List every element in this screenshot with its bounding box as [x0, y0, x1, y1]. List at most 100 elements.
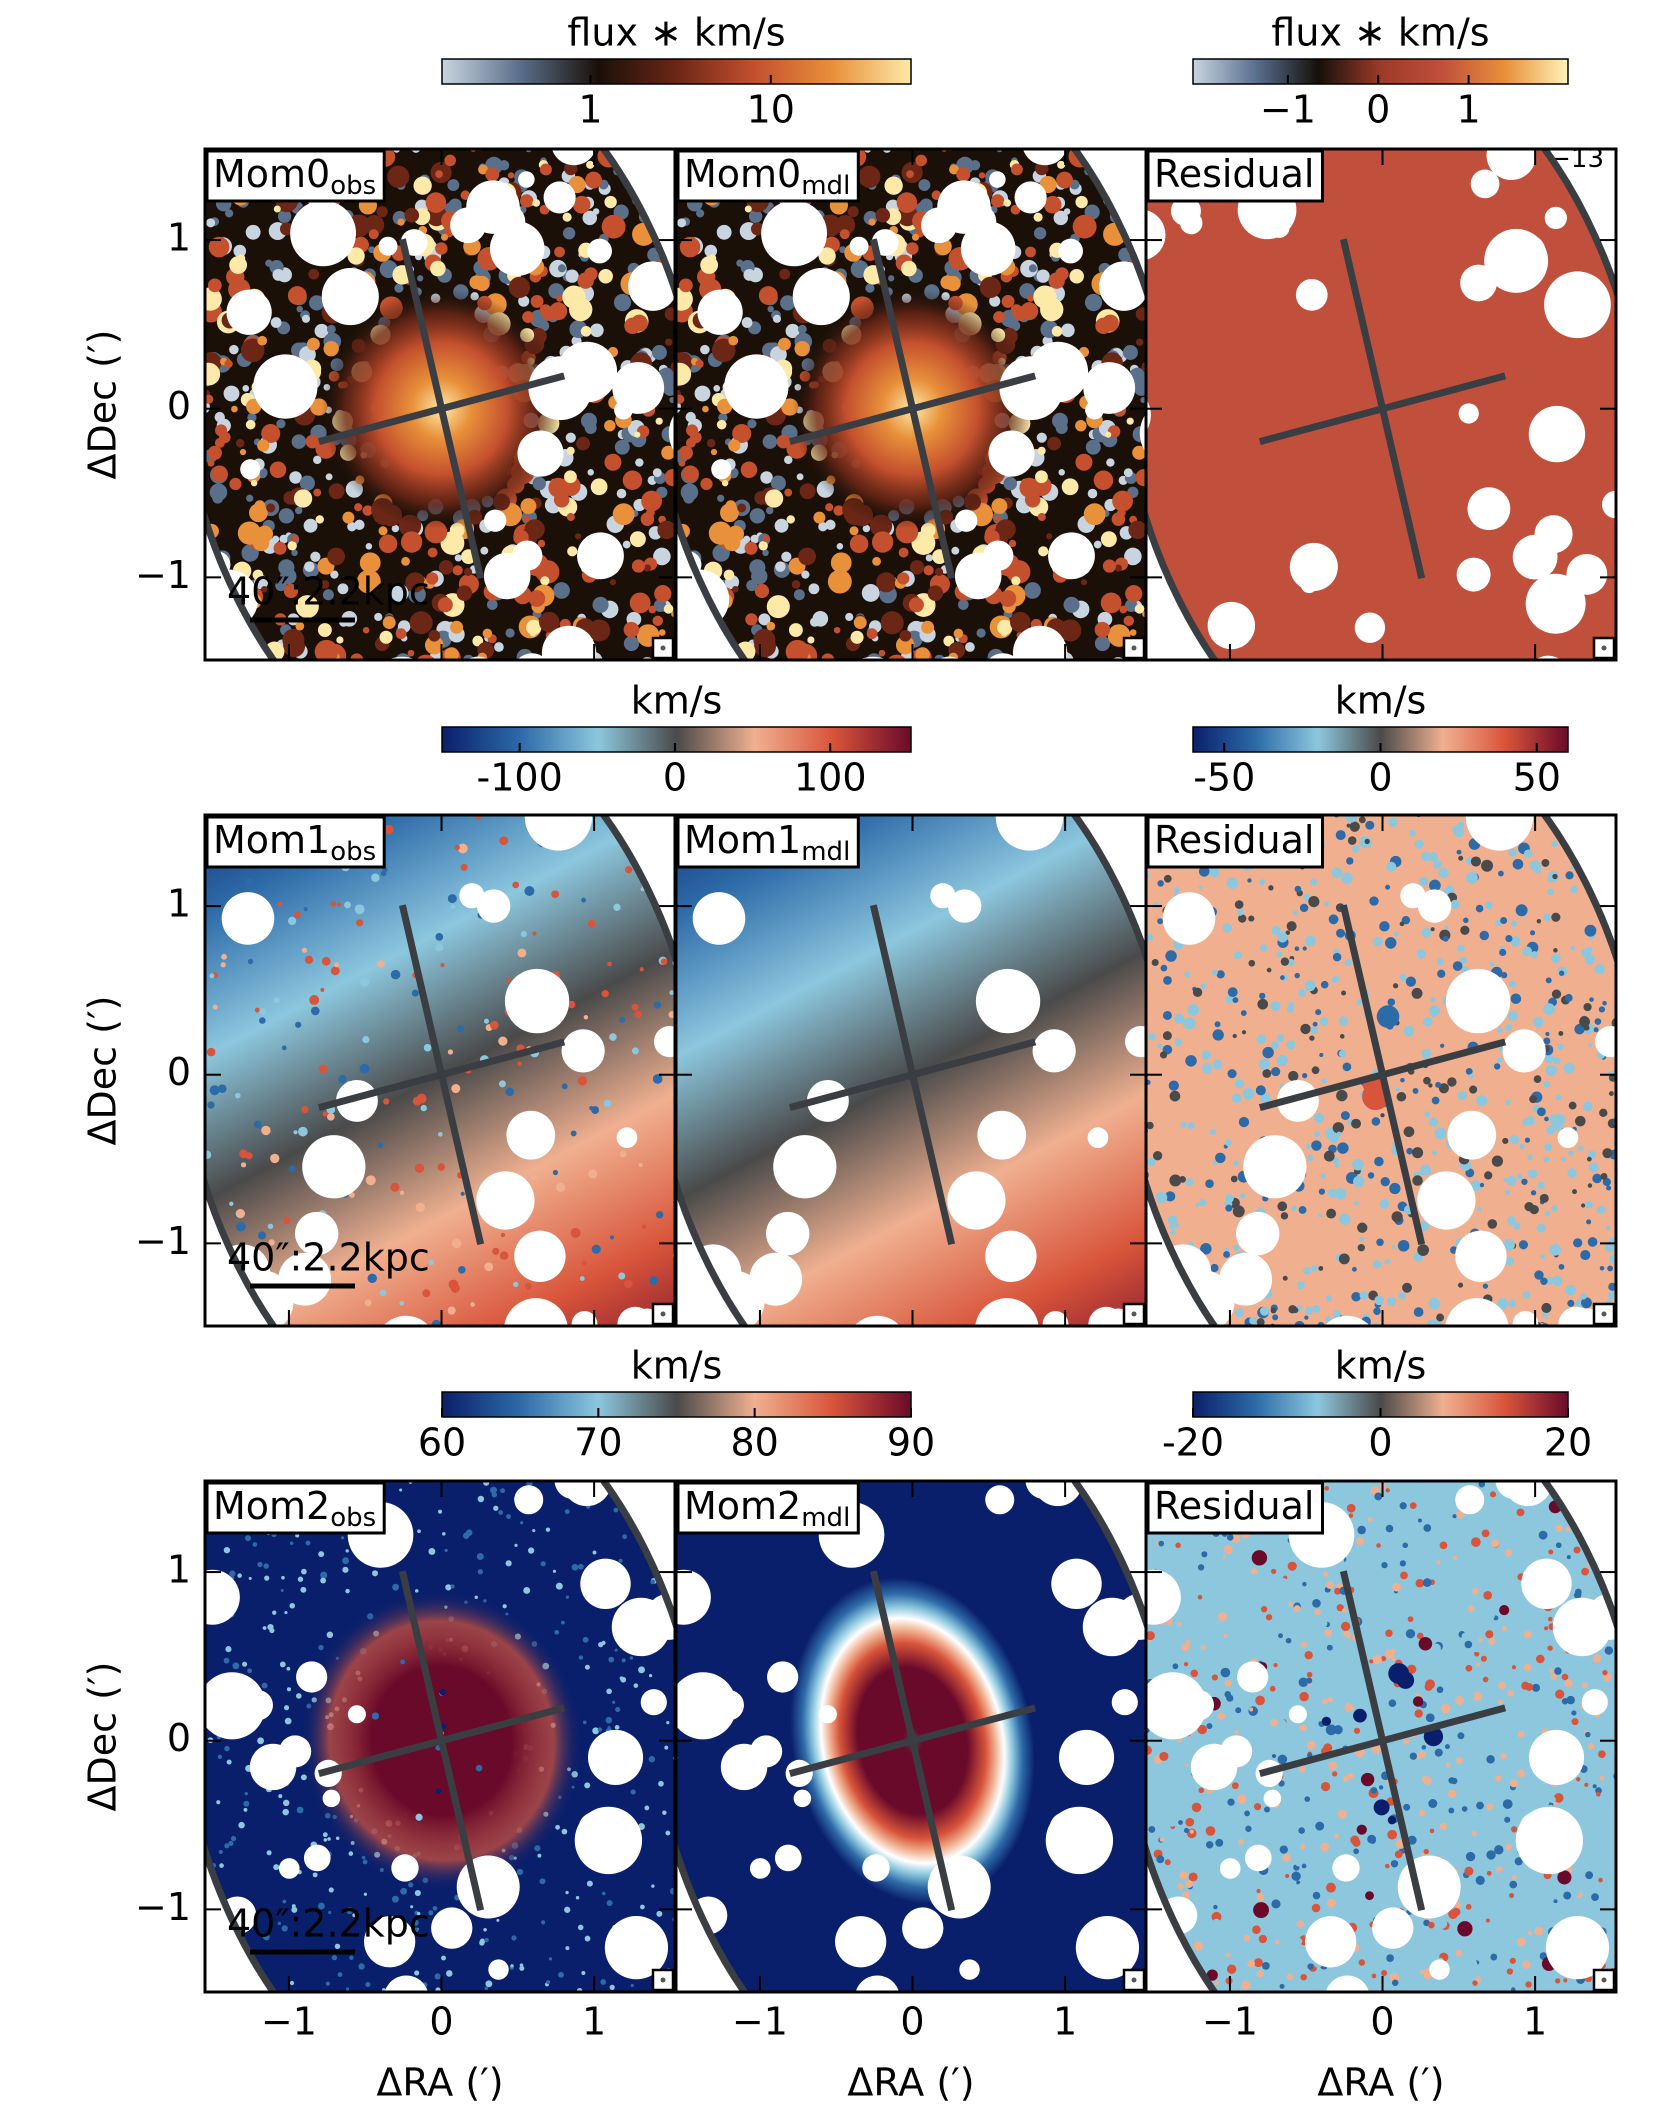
- texture: [321, 47, 335, 61]
- mask-hole: [240, 459, 261, 480]
- texture: [1001, 772, 1012, 783]
- texture: [485, 1439, 491, 1445]
- texture: [589, 711, 596, 718]
- texture: [374, 666, 391, 683]
- texture: [918, 725, 927, 734]
- mask-hole: [503, 1298, 569, 1326]
- texture: [280, 76, 286, 82]
- texture: [607, 691, 617, 701]
- texture: [1534, 1270, 1544, 1280]
- texture: [1062, 67, 1071, 76]
- texture: [911, 73, 923, 85]
- texture: [1305, 935, 1316, 947]
- panel-label-box: [676, 815, 860, 869]
- texture: [1618, 854, 1627, 863]
- texture: [1212, 1029, 1224, 1041]
- texture: [505, 0, 526, 18]
- colorbar-tick-label: −1: [1260, 88, 1316, 132]
- texture: [1571, 774, 1580, 783]
- texture: [245, 224, 261, 240]
- texture: [746, 579, 758, 592]
- texture: [667, 1471, 675, 1479]
- texture: [1001, 669, 1007, 675]
- texture: [259, 76, 267, 84]
- texture: [450, 620, 464, 634]
- texture: [400, 776, 409, 785]
- texture: [1297, 762, 1304, 769]
- texture: [472, 635, 484, 647]
- mask-hole: [985, 1230, 1037, 1282]
- texture: [940, 785, 963, 808]
- texture: [1391, 1211, 1403, 1223]
- texture: [384, 1240, 393, 1249]
- texture: [294, 911, 301, 919]
- texture: [615, 1383, 620, 1388]
- mask-hole: [1157, 92, 1214, 149]
- texture: [1419, 876, 1429, 887]
- texture: [1082, 41, 1104, 63]
- texture: [400, 809, 406, 815]
- texture: [1617, 1184, 1627, 1194]
- texture: [999, 590, 1017, 607]
- texture: [505, 697, 522, 714]
- texture: [945, 732, 953, 740]
- texture: [597, 702, 612, 717]
- mask-hole: [1146, 149, 1196, 151]
- texture: [219, 1355, 227, 1363]
- texture: [1310, 1264, 1318, 1272]
- texture: [1540, 1277, 1548, 1286]
- texture: [1534, 1384, 1540, 1390]
- texture: [1024, 492, 1041, 508]
- y-tick-label: −1: [135, 1219, 191, 1263]
- mask-hole: [653, 1025, 675, 1058]
- texture: [1292, 910, 1298, 916]
- texture: [1619, 901, 1628, 910]
- texture: [1233, 1244, 1240, 1251]
- texture: [1450, 1345, 1460, 1355]
- texture: [1611, 1354, 1620, 1363]
- texture: [415, 707, 430, 722]
- texture: [370, 1387, 378, 1395]
- colorbar-tick-label: 50: [1513, 756, 1561, 800]
- texture: [909, 744, 933, 768]
- texture: [629, 531, 646, 548]
- texture: [540, 576, 550, 586]
- texture: [283, 583, 299, 599]
- texture: [654, 176, 665, 188]
- texture: [717, 494, 725, 502]
- axis-cross: [1258, 238, 1507, 580]
- texture: [192, 1092, 198, 1098]
- texture: [1187, 1003, 1200, 1016]
- texture: [604, 1333, 613, 1342]
- texture: [1055, 744, 1062, 751]
- texture: [1100, 531, 1117, 548]
- texture: [392, 105, 408, 121]
- texture: [438, 92, 449, 103]
- texture: [172, 435, 190, 453]
- texture: [295, 1021, 302, 1028]
- colorbar-tick-label: 1: [578, 88, 602, 132]
- texture: [440, 233, 449, 241]
- texture: [1316, 795, 1320, 799]
- texture: [638, 786, 646, 794]
- texture: [270, 700, 281, 711]
- texture: [584, 267, 598, 281]
- texture: [961, 11, 968, 18]
- texture: [198, 14, 218, 34]
- texture: [1395, 1087, 1400, 1092]
- texture: [499, 836, 509, 845]
- texture: [871, 93, 886, 108]
- texture: [517, 948, 527, 958]
- texture: [1119, 766, 1124, 771]
- texture: [595, 662, 602, 669]
- texture: [188, 1479, 196, 1487]
- texture: [1112, 490, 1133, 512]
- texture: [382, 616, 396, 630]
- texture: [1414, 839, 1424, 849]
- mask-hole: [528, 356, 593, 421]
- texture: [1196, 1376, 1202, 1382]
- texture: [766, 595, 790, 619]
- texture: [1625, 866, 1636, 877]
- mask-hole: [502, 668, 557, 723]
- texture: [589, 132, 598, 141]
